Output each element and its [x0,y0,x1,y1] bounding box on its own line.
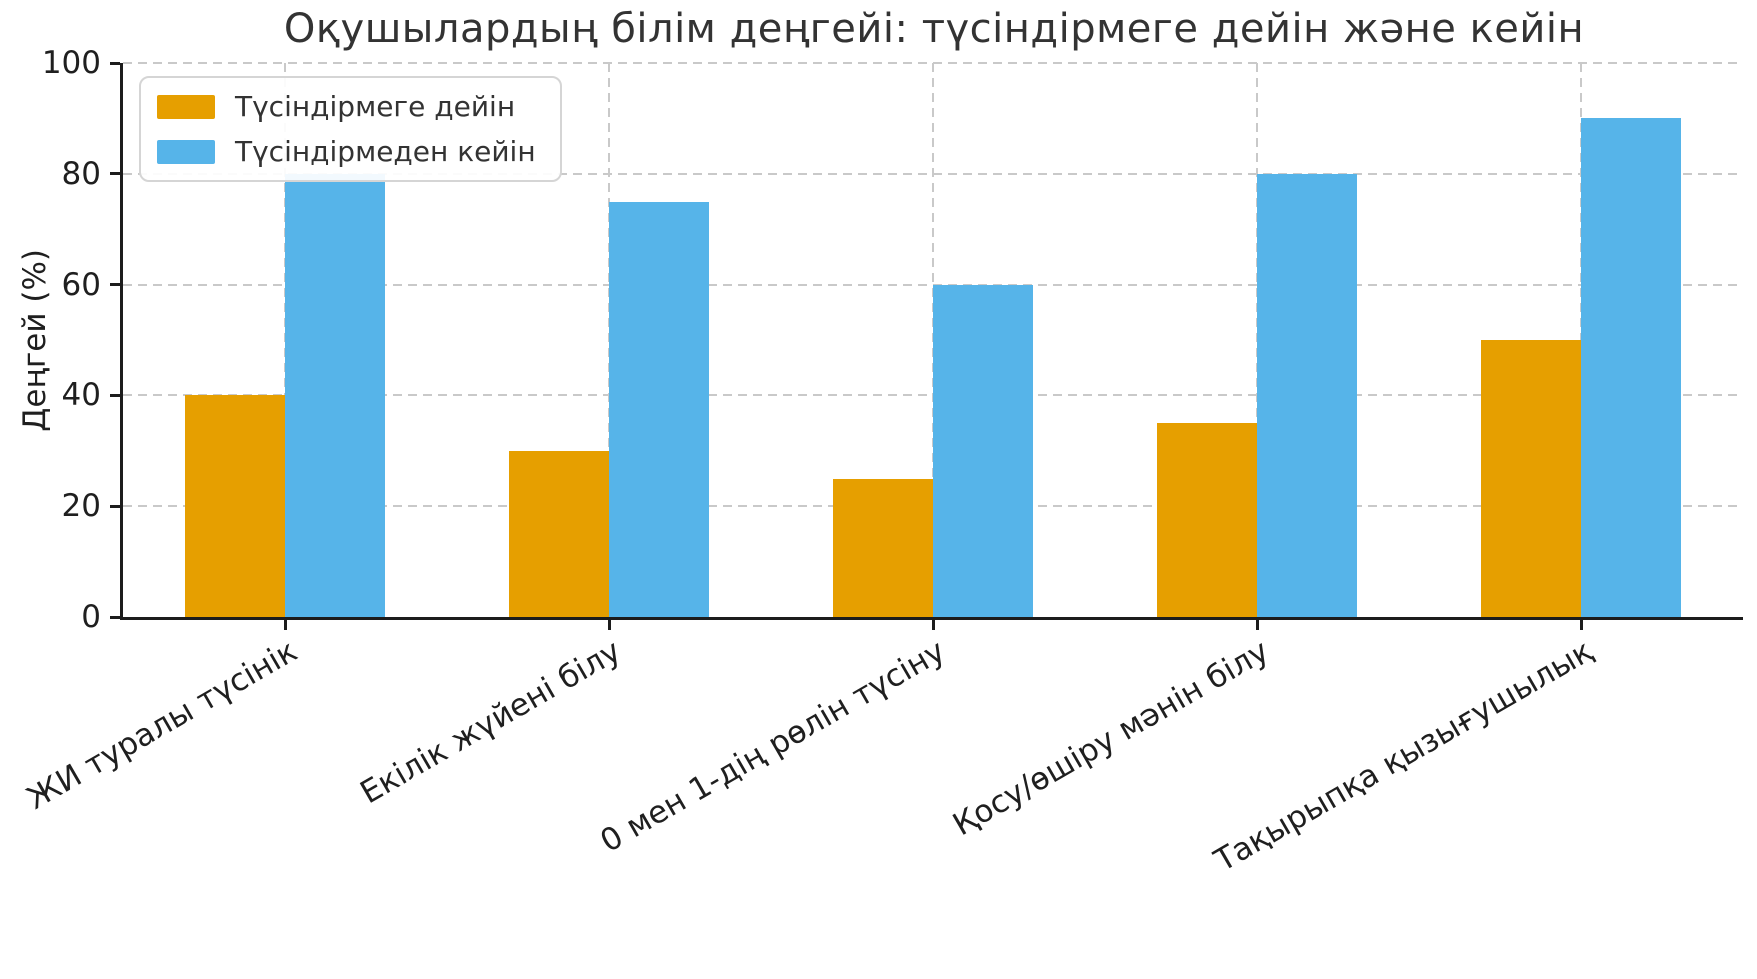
y-tick-mark-40 [110,393,120,397]
x-tick-label-1: ЖИ туралы түсінік [20,633,303,817]
x-tick-label-4: Қосу/өшіру мәнін білу [946,633,1275,844]
y-tick-mark-80 [110,172,120,176]
legend: Түсіндірмеге дейін Түсіндірмеден кейін [139,76,562,182]
legend-swatch-after [157,139,215,164]
bar-after-group5 [1581,118,1682,617]
y-tick-label-0: 0 [81,599,101,635]
y-tick-label-20: 20 [61,488,101,525]
y-tick-mark-100 [110,61,120,65]
bar-before-group3 [832,478,933,617]
x-tick-label-5: Тақырыпқа қызығушылық [1208,633,1599,880]
x-tick-label-3: 0 мен 1-дің рөлін түсіну [594,633,951,860]
y-tick-label-40: 40 [61,377,101,414]
legend-label-after: Түсіндірмеден кейін [235,135,536,168]
bar-before-group1 [184,395,285,617]
y-tick-label-60: 60 [61,266,101,303]
legend-swatch-before [157,94,215,119]
legend-item-before: Түсіндірмеге дейін [157,90,536,123]
bar-before-group2 [508,450,609,617]
y-tick-mark-0 [110,615,120,619]
x-tick-mark-4 [1255,620,1259,630]
bar-after-group1 [285,173,386,617]
plot-area: 0 20 40 60 80 100 ЖИ туралы түсінік Екіл… [17,45,1743,879]
legend-item-after: Түсіндірмеден кейін [157,135,536,168]
bar-before-group4 [1156,423,1257,617]
bar-before-group5 [1480,340,1581,617]
y-tick-label-100: 100 [41,45,101,81]
y-axis-label: Деңгей (%) [17,248,53,432]
x-tick-mark-2 [607,620,611,630]
x-tick-mark-1 [283,620,287,630]
bar-after-group3 [933,284,1034,617]
x-tick-mark-3 [931,620,935,630]
bar-after-group4 [1257,173,1358,617]
x-axis-spine [120,617,1743,620]
y-tick-mark-20 [110,504,120,508]
y-tick-mark-60 [110,283,120,287]
y-axis-spine [120,63,123,620]
x-tick-label-2: Екілік жүйені білу [354,633,627,812]
x-tick-mark-5 [1579,620,1583,630]
y-tick-label-80: 80 [61,155,101,192]
chart-title: Оқушылардың білім деңгейі: түсіндірмеге … [283,6,1585,52]
y-axis-label-wrap: Деңгей (%) [15,63,55,617]
legend-label-before: Түсіндірмеге дейін [235,90,516,123]
bar-after-group2 [609,201,710,617]
